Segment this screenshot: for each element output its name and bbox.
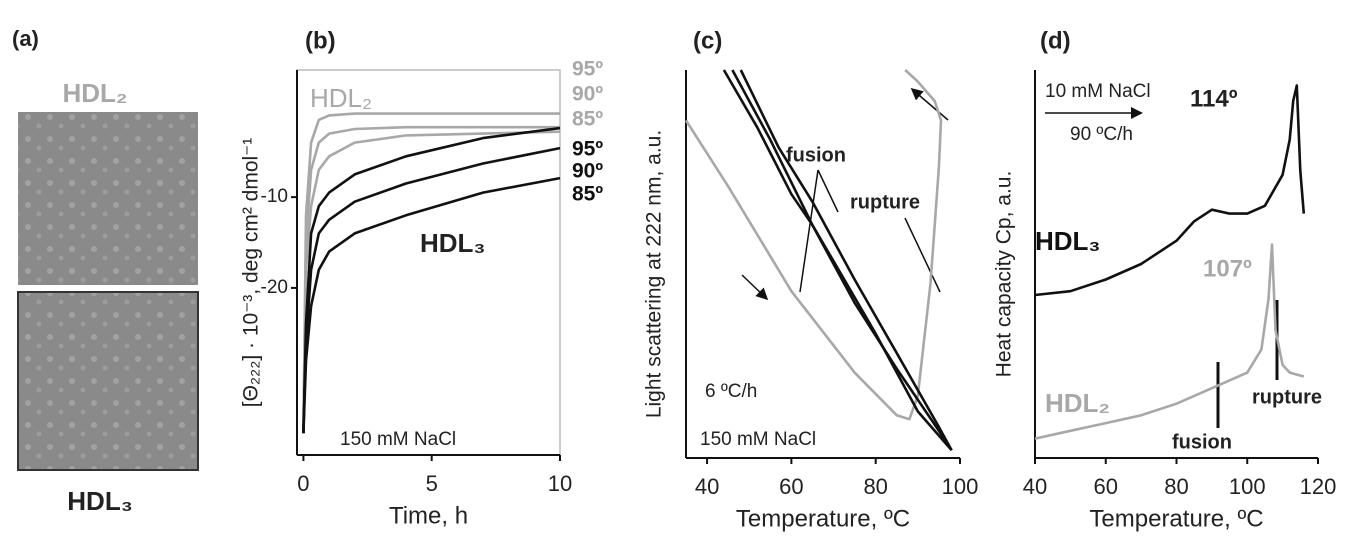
x-tick-label: 60: [1094, 474, 1118, 499]
series-label: HDL₂: [1045, 388, 1110, 418]
data-line: [303, 128, 560, 433]
annotation: 150 mM NaCl: [340, 429, 456, 450]
annotation: 114º: [1190, 85, 1238, 112]
data-line: [303, 114, 560, 434]
annotation: 90 ºC/h: [1070, 124, 1133, 145]
annotation: fusion: [1172, 431, 1232, 453]
figure: (a) HDL₂ HDL₃ (b) 0 5 10 -10 -20 Time, h [Θ₂₂₂]…: [0, 0, 1350, 539]
image-label: HDL₂: [63, 78, 128, 108]
y-axis-title: Heat capacity Cp, a.u.: [993, 171, 1016, 378]
annotation: fusion: [786, 144, 846, 166]
series-label: 95º: [572, 138, 603, 161]
x-tick-label: 100: [942, 474, 979, 499]
x-tick-label: 10: [548, 471, 572, 496]
series-label: HDL₃: [1035, 226, 1100, 256]
x-tick-label: 80: [863, 474, 887, 499]
annotation: 10 mM NaCl: [1045, 81, 1151, 102]
annotation: 6 ºC/h: [705, 381, 757, 402]
data-line: [303, 127, 560, 433]
series-label: 85º: [572, 108, 603, 131]
y-tick-label: -20: [261, 277, 288, 298]
x-tick-label: 100: [1229, 474, 1266, 499]
x-axis-title: Temperature, ºC: [1089, 505, 1263, 532]
panel-label: (a): [12, 26, 39, 51]
data-line: [303, 148, 560, 433]
x-tick-label: 80: [1164, 474, 1188, 499]
series-label: 90º: [572, 83, 603, 106]
x-axis-title: Time, h: [389, 502, 468, 529]
image-label: HDL₃: [67, 486, 132, 516]
y-axis-title: Light scattering at 222 nm, a.u.: [643, 130, 666, 418]
annotation: 107º: [1203, 255, 1252, 282]
data-line: [1035, 86, 1304, 296]
x-tick-label: 120: [1300, 474, 1337, 499]
data-line: [686, 70, 941, 419]
micrograph: [18, 112, 198, 285]
panel-label: (b): [305, 27, 336, 54]
x-tick-label: 40: [695, 474, 719, 499]
annotation: HDL₂: [310, 83, 372, 113]
data-line: [303, 178, 560, 433]
y-axis-title: [Θ₂₂₂] · 10⁻³, deg cm² dmol⁻¹: [240, 138, 263, 408]
x-tick-label: 0: [297, 471, 309, 496]
x-tick-label: 40: [1023, 474, 1047, 499]
series-label: 95º: [572, 58, 603, 81]
series-label: 90º: [572, 160, 603, 183]
annotation: rupture: [1252, 386, 1322, 408]
micrograph: [18, 292, 198, 470]
annotation: HDL₃: [420, 228, 485, 258]
x-tick-label: 5: [426, 471, 438, 496]
x-tick-label: 60: [779, 474, 803, 499]
panel-label: (c): [693, 27, 722, 54]
annotation: rupture: [850, 191, 920, 213]
y-tick-label: -10: [261, 186, 288, 207]
x-axis-title: Temperature, ºC: [736, 505, 910, 532]
panel-label: (d): [1040, 27, 1071, 54]
annotation: 150 mM NaCl: [700, 429, 816, 450]
series-label: 85º: [572, 183, 603, 206]
